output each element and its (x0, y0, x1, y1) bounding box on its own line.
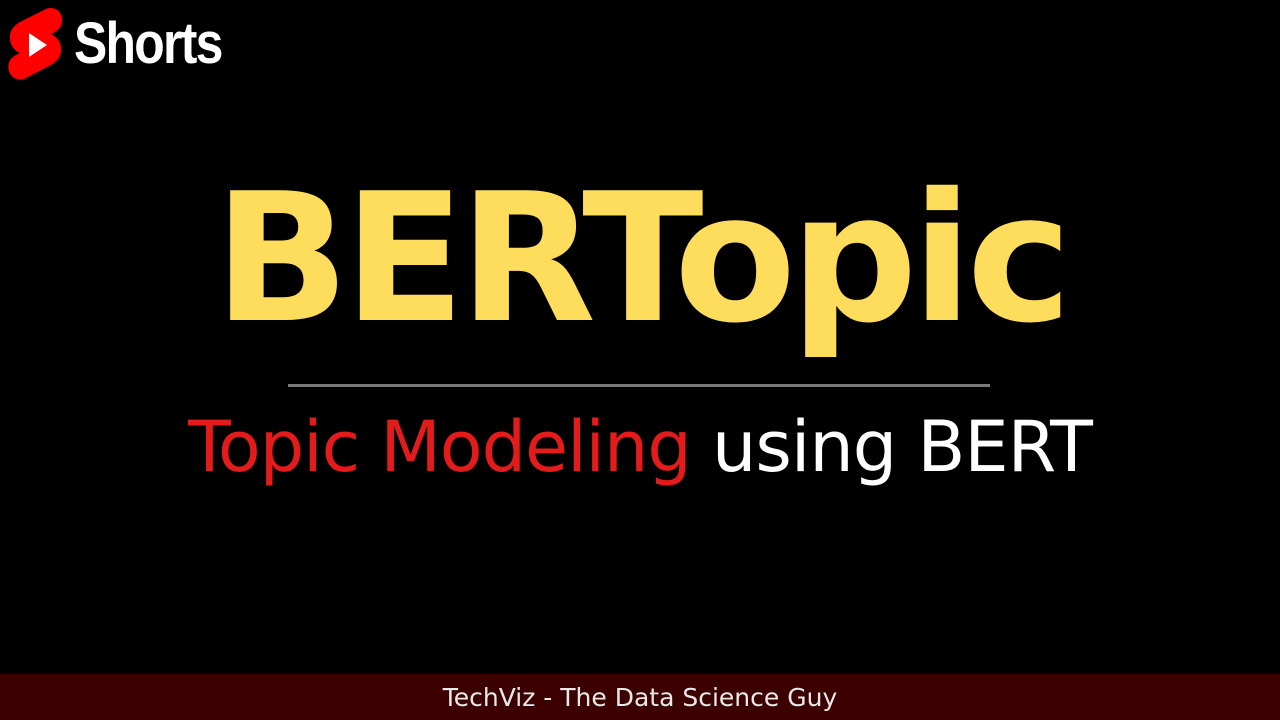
subtitle: Topic Modeling using BERT (0, 412, 1280, 482)
subtitle-rest: using BERT (712, 406, 1093, 488)
main-title: BERTopic (213, 155, 1072, 362)
title-divider (288, 384, 990, 387)
footer-credit: TechViz - The Data Science Guy (442, 682, 838, 712)
footer-bar: TechViz - The Data Science Guy (0, 674, 1280, 720)
shorts-logo: Shorts (6, 6, 246, 82)
subtitle-highlight: Topic Modeling (188, 406, 692, 488)
youtube-shorts-icon (8, 8, 63, 80)
shorts-label: Shorts (74, 11, 223, 76)
